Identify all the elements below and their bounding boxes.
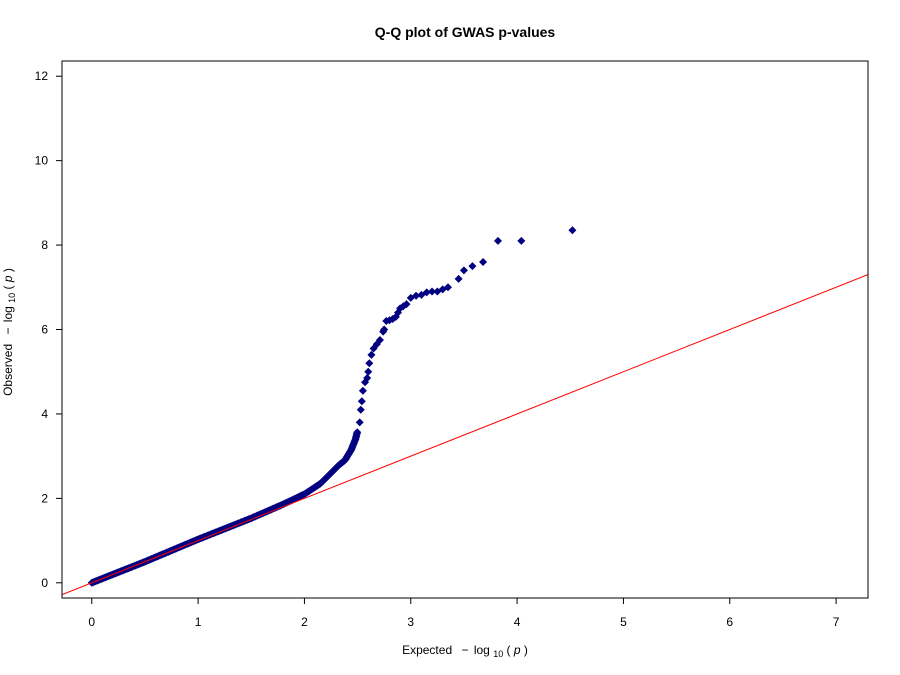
data-point xyxy=(422,288,431,297)
x-tick-label: 6 xyxy=(726,615,733,629)
x-axis-label-minus: − xyxy=(461,643,468,657)
y-tick-label: 10 xyxy=(35,154,49,168)
x-tick-label: 2 xyxy=(301,615,308,629)
y-tick-label: 8 xyxy=(41,238,48,252)
plot-area xyxy=(62,226,868,596)
data-point xyxy=(365,359,374,368)
y-tick-label: 12 xyxy=(35,69,49,83)
data-point xyxy=(459,266,468,275)
data-point xyxy=(380,325,389,334)
x-axis-label-close: ) xyxy=(524,643,528,657)
x-axis-label-prefix: Expected xyxy=(402,643,452,657)
data-point xyxy=(517,236,526,245)
x-tick-label: 0 xyxy=(88,615,95,629)
data-point xyxy=(428,287,437,296)
x-axis-label-base: 10 xyxy=(493,649,503,659)
x-tick-label: 4 xyxy=(514,615,521,629)
data-point xyxy=(402,300,411,309)
y-axis-label-prefix: Observed xyxy=(1,344,15,396)
y-axis-label-var: p xyxy=(1,275,15,283)
data-point xyxy=(568,226,577,235)
reference-line xyxy=(62,274,868,596)
y-axis-label-base: 10 xyxy=(7,293,17,303)
x-tick-label: 5 xyxy=(620,615,627,629)
y-tick-label: 2 xyxy=(41,491,48,505)
x-axis-label: Expected − log 10 ( p ) xyxy=(402,643,528,660)
y-axis-label-open: ( xyxy=(1,285,15,289)
data-point xyxy=(358,386,367,395)
data-point xyxy=(479,257,488,266)
data-point xyxy=(355,418,364,427)
plot-contents xyxy=(62,226,868,596)
x-tick-label: 3 xyxy=(407,615,414,629)
x-tick-label: 1 xyxy=(195,615,202,629)
y-axis-label-log: log xyxy=(1,306,15,322)
data-point xyxy=(367,350,376,359)
data-point xyxy=(357,397,366,406)
data-point xyxy=(356,405,365,414)
y-tick-label: 6 xyxy=(41,323,48,337)
data-point xyxy=(364,367,373,376)
data-point xyxy=(468,262,477,271)
y-axis-label-close: ) xyxy=(1,268,15,272)
x-axis: 0 1 2 3 4 5 6 7 xyxy=(88,598,840,629)
data-point xyxy=(454,274,463,283)
data-point xyxy=(353,428,362,437)
data-point xyxy=(443,283,452,292)
data-point xyxy=(493,236,502,245)
x-tick-label: 7 xyxy=(833,615,840,629)
x-axis-label-var: p xyxy=(513,643,521,657)
data-point xyxy=(363,374,372,383)
x-axis-label-open: ( xyxy=(507,643,511,657)
plot-frame xyxy=(61,60,869,599)
data-point xyxy=(412,291,421,300)
data-point xyxy=(375,336,384,345)
y-axis-label: Observed − log 10 ( p ) xyxy=(1,268,18,396)
y-axis: 0 2 4 6 8 10 12 xyxy=(35,69,62,590)
y-axis-label-minus: − xyxy=(1,328,15,335)
x-axis-label-log: log xyxy=(474,643,490,657)
y-tick-label: 4 xyxy=(41,407,48,421)
chart-title: Q-Q plot of GWAS p-values xyxy=(375,24,556,40)
y-tick-label: 0 xyxy=(41,576,48,590)
